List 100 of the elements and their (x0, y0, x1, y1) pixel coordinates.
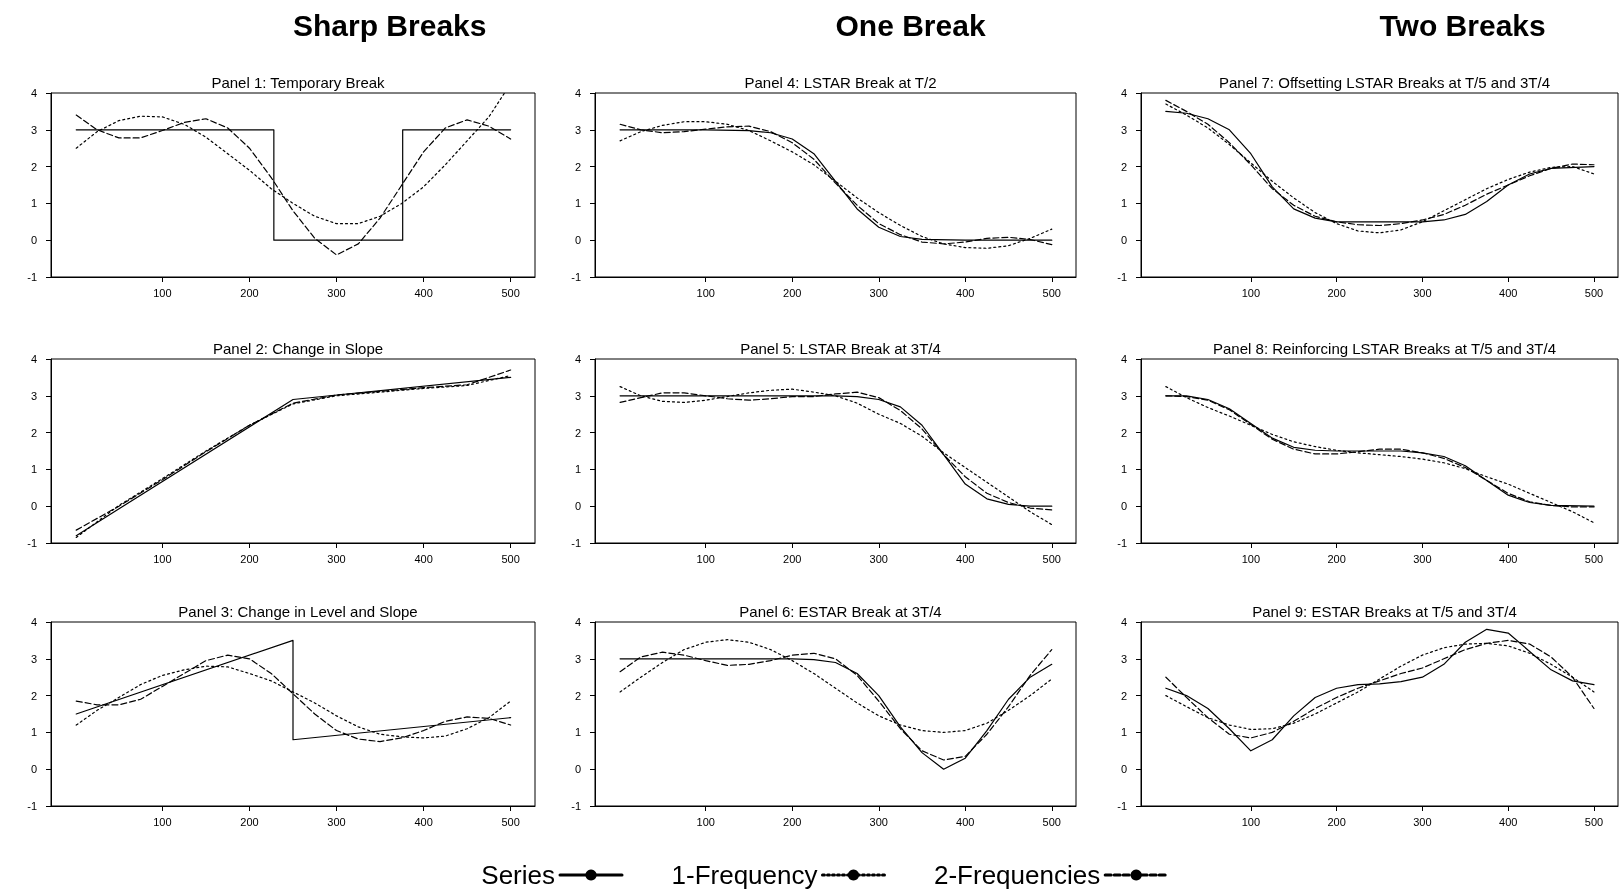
x-tick-label: 300 (869, 815, 888, 828)
y-tick-label: 2 (574, 689, 581, 702)
y-tick-label: 0 (30, 500, 37, 513)
x-tick-label: 200 (240, 815, 259, 828)
x-tick-label: 100 (1241, 815, 1260, 828)
y-tick-label: 4 (30, 87, 37, 99)
y-tick-label: -1 (1117, 271, 1127, 283)
x-tick-label: 200 (783, 552, 802, 565)
y-tick-label: 3 (1120, 123, 1127, 136)
y-tick-label: -1 (27, 271, 37, 283)
y-tick-label: -1 (1117, 537, 1127, 549)
x-tick-label: 400 (1499, 815, 1518, 828)
y-tick-label: 4 (574, 87, 581, 99)
y-tick-label: -1 (571, 800, 581, 812)
x-tick-label: 300 (327, 815, 346, 828)
chart-title: Panel 5: LSTAR Break at 3T/4 (740, 340, 941, 357)
y-tick-label: -1 (571, 537, 581, 549)
y-tick-label: 4 (1120, 87, 1127, 99)
chart-title: Panel 1: Temporary Break (211, 74, 386, 91)
chart-title: Panel 2: Change in Slope (212, 340, 384, 357)
x-tick-label: 300 (1413, 286, 1432, 299)
y-tick-label: 1 (1120, 726, 1127, 739)
y-tick-label: 2 (574, 160, 581, 173)
y-tick-label: 3 (574, 123, 581, 136)
x-tick-label: 300 (1413, 552, 1432, 565)
chart-title: Panel 7: Offsetting LSTAR Breaks at T/5 and 3T/4 (1218, 74, 1551, 91)
x-tick-label: 400 (1499, 552, 1518, 565)
x-tick-label: 400 (956, 552, 975, 565)
x-tick-label: 100 (153, 286, 172, 299)
x-tick-label: 500 (1042, 286, 1061, 299)
y-tick-label: 4 (1120, 353, 1127, 365)
x-tick-label: 200 (240, 552, 259, 565)
x-tick-label: 500 (1584, 286, 1604, 299)
x-tick-label: 300 (869, 552, 888, 565)
y-tick-label: 3 (574, 389, 581, 402)
y-tick-label: 3 (1120, 389, 1127, 402)
x-tick-label: 500 (1042, 552, 1061, 565)
y-tick-label: 2 (1120, 160, 1127, 173)
legend-label: 2-Frequencies (933, 860, 1101, 890)
y-tick-label: 0 (574, 234, 581, 247)
y-tick-label: 2 (30, 689, 37, 702)
y-tick-label: 2 (30, 426, 37, 439)
x-tick-label: 300 (1413, 815, 1432, 828)
x-tick-label: 500 (501, 815, 520, 828)
y-tick-label: 4 (30, 616, 37, 628)
x-tick-label: 200 (783, 815, 802, 828)
y-tick-label: -1 (27, 800, 37, 812)
y-tick-label: -1 (571, 271, 581, 283)
y-tick-label: 3 (1120, 652, 1127, 665)
y-tick-label: 3 (30, 123, 37, 136)
y-tick-label: 1 (1120, 197, 1127, 210)
x-tick-label: 400 (956, 286, 975, 299)
chart-title: Panel 9: ESTAR Breaks at T/5 and 3T/4 (1252, 603, 1517, 620)
y-tick-label: 0 (1120, 234, 1127, 247)
y-tick-label: -1 (27, 537, 37, 549)
x-tick-label: 200 (783, 286, 802, 299)
chart-title: Panel 3: Change in Level and Slope (178, 603, 418, 620)
x-tick-label: 400 (1499, 286, 1518, 299)
x-tick-label: 100 (153, 552, 172, 565)
x-tick-label: 200 (240, 286, 259, 299)
chart-title: Panel 8: Reinforcing LSTAR Breaks at T/5 and 3T/4 (1213, 340, 1556, 357)
y-tick-label: 4 (574, 616, 581, 628)
y-tick-label: 2 (1120, 426, 1127, 439)
y-tick-label: 1 (574, 463, 581, 476)
x-tick-label: 100 (1241, 552, 1260, 565)
y-tick-label: 0 (30, 763, 37, 776)
x-tick-label: 100 (696, 552, 715, 565)
x-tick-label: 300 (869, 286, 888, 299)
y-tick-label: 4 (1120, 616, 1127, 628)
x-tick-label: 100 (1241, 286, 1260, 299)
x-tick-label: 400 (414, 286, 433, 299)
chart-title: Panel 6: ESTAR Break at 3T/4 (739, 603, 942, 620)
x-tick-label: 300 (327, 552, 346, 565)
y-tick-label: 3 (574, 652, 581, 665)
text: One Break (835, 8, 986, 42)
y-tick-label: 4 (574, 353, 581, 365)
y-tick-label: 1 (30, 726, 37, 739)
y-tick-label: 0 (574, 500, 581, 513)
y-tick-label: 1 (574, 726, 581, 739)
y-tick-label: 0 (1120, 500, 1127, 513)
y-tick-label: 4 (30, 353, 37, 365)
y-tick-label: 3 (30, 652, 37, 665)
x-tick-label: 200 (1327, 815, 1346, 828)
legend-label: 1-Frequency (671, 860, 818, 890)
y-tick-label: 0 (30, 234, 37, 247)
x-tick-label: 400 (956, 815, 975, 828)
legend-label: Series (481, 860, 556, 890)
x-tick-label: 400 (414, 815, 433, 828)
y-tick-label: 3 (30, 389, 37, 402)
y-tick-label: 1 (574, 197, 581, 210)
x-tick-label: 100 (153, 815, 172, 828)
y-tick-label: 2 (574, 426, 581, 439)
x-tick-label: 500 (501, 286, 520, 299)
y-tick-label: 2 (1120, 689, 1127, 702)
x-tick-label: 500 (1584, 815, 1604, 828)
y-tick-label: 1 (30, 197, 37, 210)
chart-title: Panel 4: LSTAR Break at T/2 (744, 74, 937, 91)
x-tick-label: 300 (327, 286, 346, 299)
x-tick-label: 100 (696, 286, 715, 299)
y-tick-label: 0 (574, 763, 581, 776)
